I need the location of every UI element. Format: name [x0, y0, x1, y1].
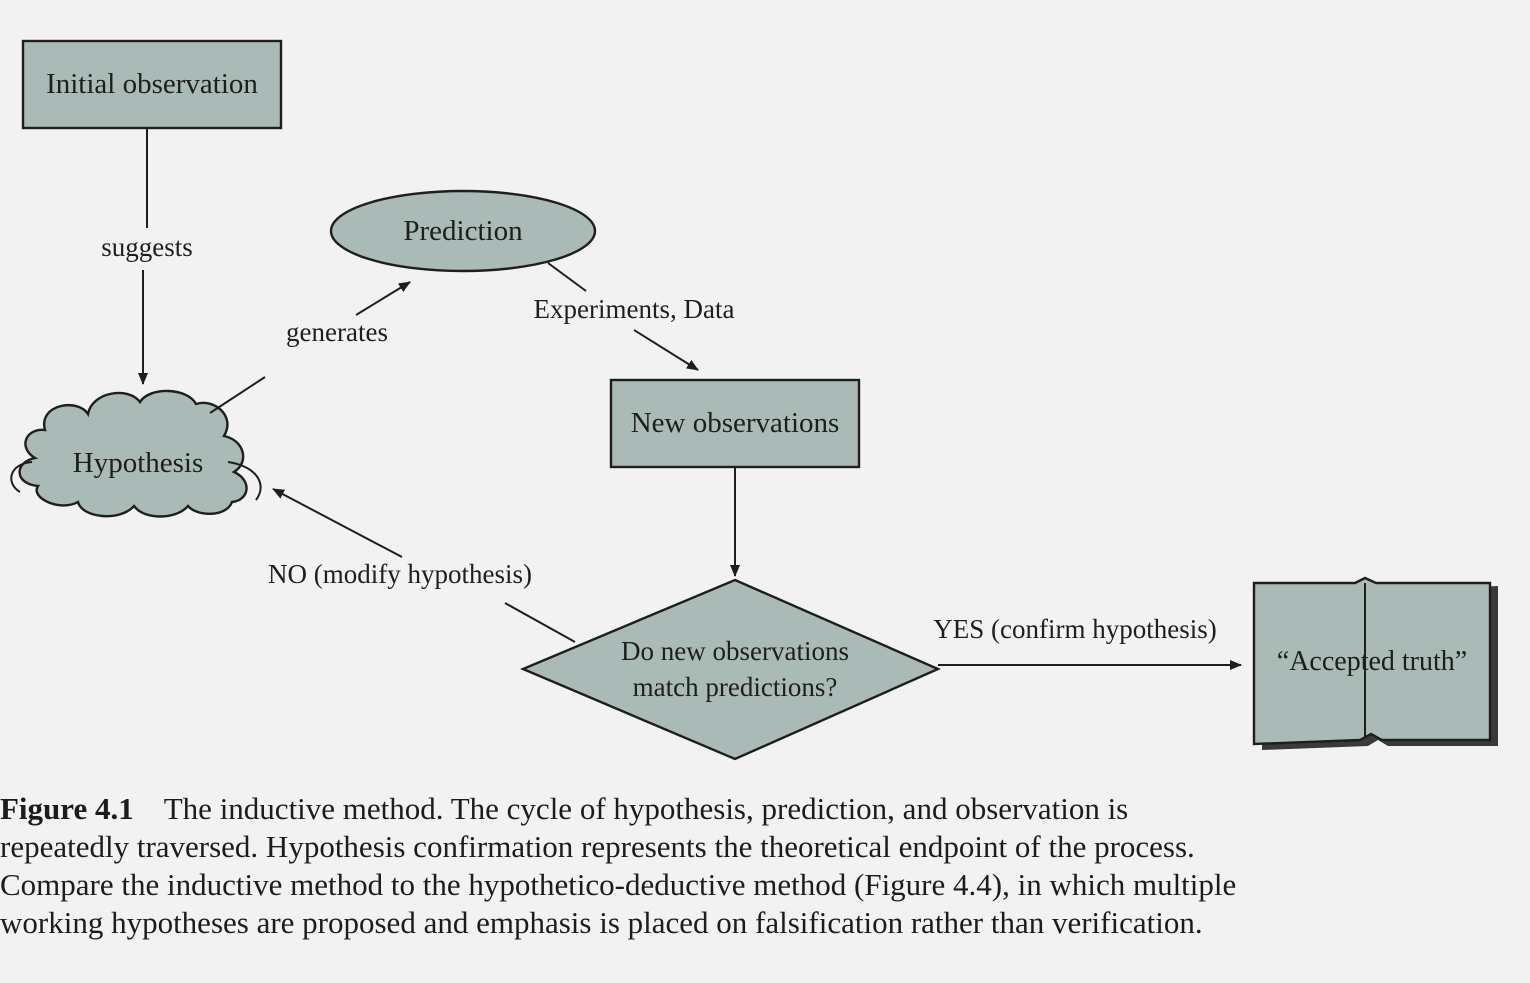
initial-observation-label: Initial observation — [46, 68, 258, 100]
generates-label: generates — [286, 317, 388, 347]
yes-confirm-label: YES (confirm hypothesis) — [933, 614, 1216, 644]
edge-suggests: suggests — [101, 128, 193, 385]
experiments-data-label: Experiments, Data — [534, 294, 735, 324]
accepted-truth-label: “Accepted truth” — [1277, 646, 1467, 677]
new-observations-node: New observations — [609, 378, 861, 469]
decision-label-line2: match predictions? — [633, 672, 838, 702]
decision-label-line1: Do new observations — [621, 636, 849, 666]
figure-caption: Figure 4.1 The inductive method. The cycl… — [0, 790, 1240, 942]
caption-label: Figure 4.1 — [0, 791, 134, 826]
hypothesis-label: Hypothesis — [73, 447, 204, 479]
inductive-method-diagram: Initial observation suggests Prediction … — [10, 39, 1498, 761]
suggests-label: suggests — [101, 232, 193, 262]
caption-text: The inductive method. The cycle of hypot… — [0, 791, 1237, 940]
initial-observation-node: Initial observation — [21, 39, 283, 130]
new-observations-label: New observations — [631, 407, 840, 439]
book-icon — [1252, 576, 1492, 746]
edge-experiments-data: Experiments, Data — [534, 262, 735, 371]
hypothesis-node: Hypothesis — [10, 389, 262, 518]
prediction-label: Prediction — [403, 215, 523, 247]
no-modify-label: NO (modify hypothesis) — [268, 559, 532, 589]
edge-no-modify: NO (modify hypothesis) — [268, 488, 576, 643]
decision-node: Do new observations match predictions? — [519, 578, 941, 761]
prediction-node: Prediction — [329, 189, 597, 273]
accepted-truth-node: “Accepted truth” — [1252, 576, 1498, 750]
edge-generates: generates — [209, 281, 411, 414]
edge-yes-confirm: YES (confirm hypothesis) — [933, 614, 1242, 670]
